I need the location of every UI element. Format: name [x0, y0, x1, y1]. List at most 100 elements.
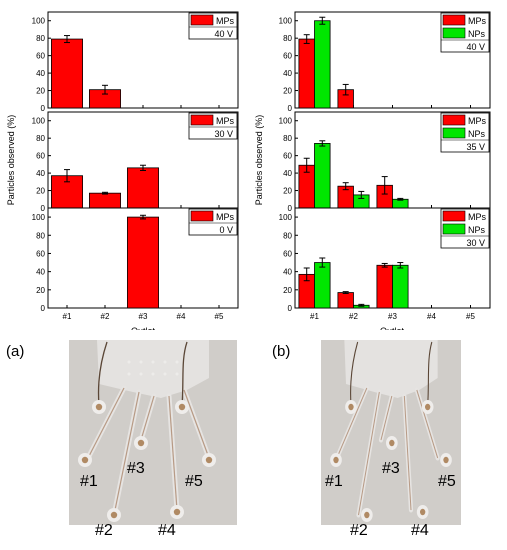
y-tick-label: 80: [283, 34, 292, 43]
y-tick-label: 20: [283, 286, 292, 295]
y-tick-label: 60: [283, 52, 292, 61]
bar-nps: [314, 262, 331, 309]
outlet-label-2a: #2: [95, 522, 113, 539]
outlet-label-5b: #5: [438, 473, 456, 490]
chart-figure: 0 20 40 60 80 100 MPs 40 V 0 20 40 60 80 100 MPs 30 V 0 2…: [6, 11, 491, 330]
condition-label: 30 V: [214, 129, 233, 139]
x-tick-label: #1: [63, 312, 72, 321]
legend-swatch: [190, 114, 214, 126]
y-tick-label: 40: [36, 268, 45, 277]
legend-label: MPs: [468, 116, 487, 126]
legend-swatch: [442, 114, 466, 126]
outlet-label-2b: #2: [350, 522, 368, 539]
y-tick-label: 100: [32, 117, 46, 126]
bar-mps: [337, 292, 354, 309]
y-tick-label: 40: [283, 69, 292, 78]
x-tick-label: #3: [139, 312, 148, 321]
x-tick-label: #5: [466, 312, 475, 321]
y-tick-label: 80: [283, 134, 292, 143]
bar-mps: [127, 167, 159, 209]
condition-label: 0 V: [219, 225, 233, 235]
y-tick-label: 0: [288, 304, 293, 313]
legend-swatch: [442, 27, 466, 39]
y-tick-label: 80: [36, 34, 45, 43]
legend-label: MPs: [216, 16, 235, 26]
legend-label: MPs: [216, 212, 235, 222]
y-tick-label: 60: [36, 52, 45, 61]
condition-label: 40 V: [466, 42, 485, 52]
y-tick-label: 20: [36, 187, 45, 196]
y-tick-label: 100: [279, 117, 293, 126]
legend-swatch: [442, 14, 466, 26]
y-tick-label: 0: [288, 204, 293, 213]
legend-swatch: [442, 127, 466, 139]
y-tick-label: 100: [279, 17, 293, 26]
legend-swatch: [190, 210, 214, 222]
x-axis-title: Outlet: [380, 326, 405, 330]
outlet-label-4b: #4: [411, 522, 429, 539]
bar-mps: [298, 38, 315, 109]
legend-label: NPs: [468, 129, 486, 139]
y-tick-label: 20: [283, 87, 292, 96]
bar-mps: [376, 264, 393, 309]
y-tick-label: 0: [41, 104, 46, 113]
y-tick-label: 20: [36, 286, 45, 295]
x-tick-label: #2: [101, 312, 110, 321]
y-tick-label: 40: [36, 169, 45, 178]
y-tick-label: 60: [36, 152, 45, 161]
x-tick-label: #3: [388, 312, 397, 321]
y-tick-label: 40: [283, 268, 292, 277]
outlet-label-5a: #5: [185, 473, 203, 490]
device-photo-b: [321, 340, 461, 525]
outlet-label-1b: #1: [325, 473, 343, 490]
condition-label: 35 V: [466, 142, 485, 152]
y-tick-label: 100: [32, 17, 46, 26]
panel-label-a: (a): [6, 343, 25, 360]
x-tick-label: #4: [427, 312, 436, 321]
y-tick-label: 60: [283, 152, 292, 161]
legend-swatch: [190, 14, 214, 26]
y-tick-label: 40: [283, 169, 292, 178]
device-photo-a: [69, 340, 237, 525]
microfluidic-chip-image: [69, 340, 237, 525]
y-tick-label: 100: [32, 213, 46, 222]
y-tick-label: 40: [36, 69, 45, 78]
legend-swatch: [442, 210, 466, 222]
legend-label: MPs: [468, 16, 487, 26]
microfluidic-chip-image: [321, 340, 461, 525]
y-tick-label: 80: [283, 231, 292, 240]
outlet-label-3b: #3: [382, 460, 400, 477]
bar-mps: [89, 192, 121, 209]
legend-label: MPs: [468, 212, 487, 222]
legend-label: NPs: [468, 225, 486, 235]
outlet-label-4a: #4: [158, 522, 176, 539]
legend-swatch: [442, 223, 466, 235]
y-tick-label: 20: [283, 187, 292, 196]
x-tick-label: #4: [177, 312, 186, 321]
y-tick-label: 80: [36, 231, 45, 240]
bar-nps: [314, 20, 331, 109]
y-axis-title: Particles observed (%): [254, 115, 264, 206]
condition-label: 30 V: [466, 238, 485, 248]
x-tick-label: #1: [310, 312, 319, 321]
x-tick-label: #2: [349, 312, 358, 321]
bar-mps: [51, 38, 83, 109]
outlet-label-3a: #3: [127, 460, 145, 477]
outlet-label-1a: #1: [80, 473, 98, 490]
bar-nps: [392, 264, 409, 309]
y-tick-label: 20: [36, 87, 45, 96]
y-tick-label: 0: [41, 304, 46, 313]
condition-label: 40 V: [214, 29, 233, 39]
y-tick-label: 60: [36, 249, 45, 258]
y-tick-label: 80: [36, 134, 45, 143]
legend-label: NPs: [468, 29, 486, 39]
x-tick-label: #5: [215, 312, 224, 321]
y-axis-title: Particles observed (%): [6, 115, 16, 206]
panel-label-b: (b): [272, 343, 291, 360]
y-tick-label: 100: [279, 213, 293, 222]
x-axis-title: Outlet: [131, 326, 156, 330]
bar-mps: [127, 216, 159, 309]
y-tick-label: 60: [283, 249, 292, 258]
y-tick-label: 0: [41, 204, 46, 213]
legend-label: MPs: [216, 116, 235, 126]
